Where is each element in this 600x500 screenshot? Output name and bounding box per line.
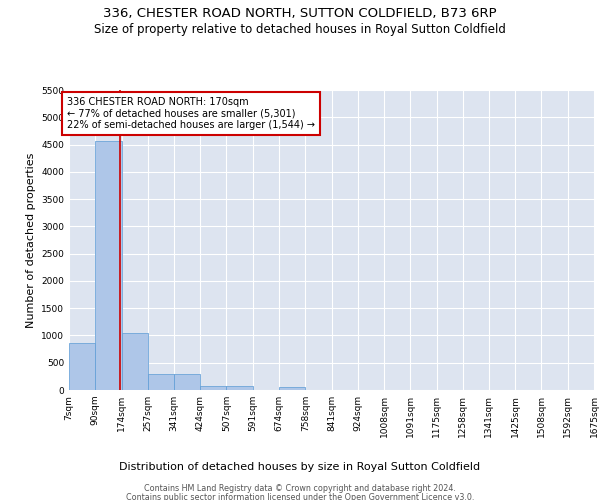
- Bar: [174, 374, 200, 390]
- Text: Distribution of detached houses by size in Royal Sutton Coldfield: Distribution of detached houses by size …: [119, 462, 481, 472]
- Bar: [122, 332, 148, 390]
- Text: 336 CHESTER ROAD NORTH: 170sqm
← 77% of detached houses are smaller (5,301)
22% : 336 CHESTER ROAD NORTH: 170sqm ← 77% of …: [67, 96, 315, 130]
- Bar: [279, 388, 305, 390]
- Bar: [226, 386, 253, 390]
- Text: Contains public sector information licensed under the Open Government Licence v3: Contains public sector information licen…: [126, 493, 474, 500]
- Text: Size of property relative to detached houses in Royal Sutton Coldfield: Size of property relative to detached ho…: [94, 22, 506, 36]
- Y-axis label: Number of detached properties: Number of detached properties: [26, 152, 35, 328]
- Text: 336, CHESTER ROAD NORTH, SUTTON COLDFIELD, B73 6RP: 336, CHESTER ROAD NORTH, SUTTON COLDFIEL…: [103, 8, 497, 20]
- Text: Contains HM Land Registry data © Crown copyright and database right 2024.: Contains HM Land Registry data © Crown c…: [144, 484, 456, 493]
- Bar: [95, 142, 122, 390]
- Bar: [69, 342, 95, 390]
- Bar: [148, 374, 174, 390]
- Bar: [200, 386, 226, 390]
